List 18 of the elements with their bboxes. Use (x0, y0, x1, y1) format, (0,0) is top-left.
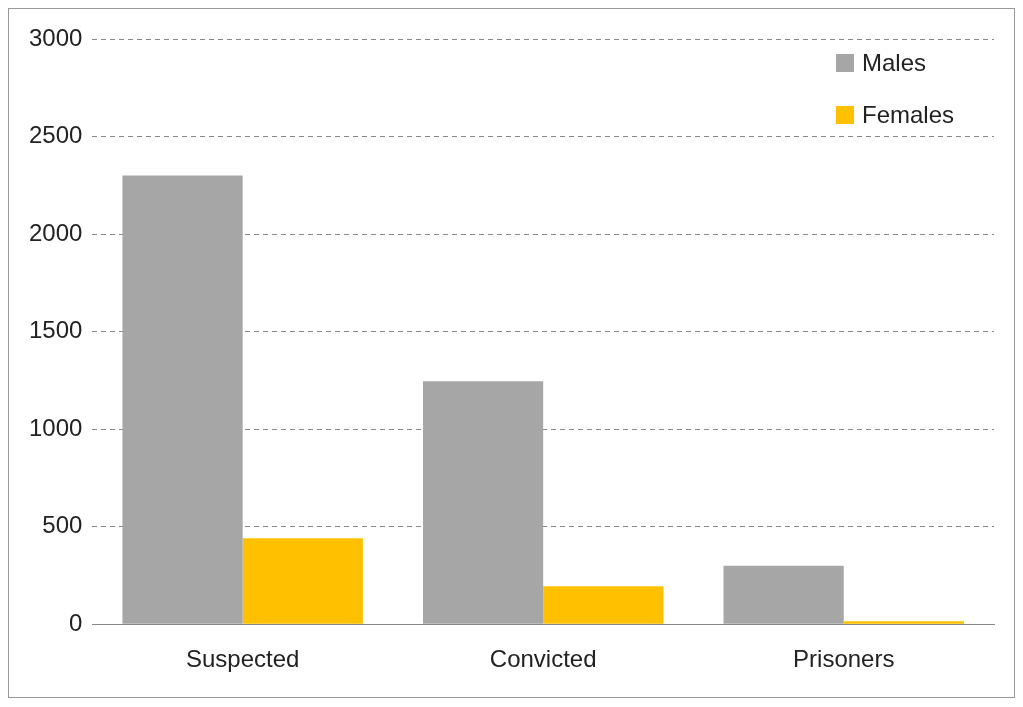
y-tick-label: 1000 (29, 413, 83, 441)
bar (843, 621, 964, 624)
legend-label: Males (861, 49, 926, 77)
bar (723, 565, 844, 624)
legend-label: Females (861, 101, 954, 129)
y-tick-label: 3000 (29, 23, 83, 51)
bar (242, 538, 363, 624)
bar (543, 586, 664, 624)
x-tick-label: Convicted (489, 645, 597, 673)
y-tick-label: 0 (69, 608, 83, 636)
bar (122, 175, 243, 624)
y-tick-label: 1500 (29, 316, 83, 344)
bar (422, 381, 544, 624)
x-tick-label: Suspected (185, 645, 300, 673)
y-tick-label: 2500 (29, 121, 83, 149)
y-tick-label: 500 (42, 511, 83, 539)
y-tick-label: 2000 (29, 218, 83, 246)
x-tick-label: Prisoners (793, 645, 895, 673)
